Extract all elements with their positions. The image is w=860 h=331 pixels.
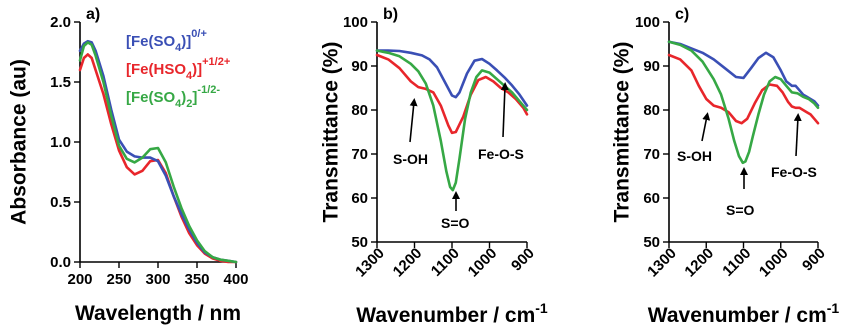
legend-mid: )] <box>192 61 202 78</box>
y-tick-label: 2.0 <box>50 14 71 31</box>
legend-sup: -1/2- <box>197 84 220 96</box>
legend-sup: 0/+ <box>191 28 207 40</box>
x-axis-title-text: Wavenumber / cm <box>648 304 827 327</box>
x-axis-title: Wavenumber / cm-1 <box>648 300 840 327</box>
y-axis-title: Absorbance (au) <box>8 59 31 225</box>
legend-mid: ) <box>181 89 186 106</box>
x-tick-label: 350 <box>184 271 209 288</box>
y-tick-label: 50 <box>643 234 660 251</box>
y-tick-label: 80 <box>643 102 660 119</box>
y-tick-label: 100 <box>635 14 660 31</box>
annotation-label: S=O <box>726 202 755 218</box>
y-tick-label: 70 <box>643 146 660 163</box>
legend-tail: ] <box>192 89 197 106</box>
y-tick-label: 0.0 <box>50 254 71 271</box>
x-tick-label: 400 <box>223 271 248 288</box>
annotation-label: S-OH <box>677 148 712 164</box>
annotation-label: Fe-O-S <box>478 146 524 162</box>
legend-entry: [Fe(SO4)]0/+ <box>126 28 207 54</box>
series-line-0 <box>667 40 820 107</box>
series-line-1 <box>375 53 529 135</box>
y-tick-label: 0.5 <box>50 194 71 211</box>
x-tick-label: 1000 <box>756 245 792 281</box>
legend-entry: [Fe(HSO4)]+1/2+ <box>126 56 230 82</box>
y-tick-label: 60 <box>643 190 660 207</box>
x-tick-label: 1000 <box>465 245 501 281</box>
y-tick-label: 100 <box>343 14 368 31</box>
legend-sub: 4 <box>186 70 193 82</box>
legend-sup: +1/2+ <box>202 56 230 68</box>
annotation-label: Fe-O-S <box>771 164 817 180</box>
y-tick-label: 80 <box>351 102 368 119</box>
legend-base: [Fe(HSO <box>126 61 186 78</box>
legend-sub: 4 <box>175 98 182 110</box>
annotation-arrow <box>701 112 711 142</box>
panel-label: c) <box>675 6 689 23</box>
series-line-1 <box>667 53 820 125</box>
y-tick-label: 90 <box>351 58 368 75</box>
annotation-arrow <box>500 82 509 138</box>
legend-base: [Fe(SO <box>126 33 176 50</box>
legend-base: [Fe(SO <box>126 89 176 106</box>
legend-mid: )] <box>181 33 191 50</box>
x-tick-label: 1200 <box>390 245 426 281</box>
legend-sub2: 2 <box>186 98 192 110</box>
x-axis-title-text: Wavelength / nm <box>75 302 241 325</box>
x-axis-title-superscript: -1 <box>827 300 840 316</box>
x-tick-label: 1100 <box>719 245 754 280</box>
y-tick-label: 1.0 <box>50 134 71 151</box>
x-axis-title-superscript: -1 <box>535 300 548 316</box>
panel-label: a) <box>86 6 100 23</box>
series-line-2 <box>78 41 238 264</box>
y-tick-label: 50 <box>351 234 368 251</box>
x-tick-label: 1100 <box>428 245 463 280</box>
series-line-2 <box>667 40 820 165</box>
x-tick-label: 1200 <box>681 245 717 281</box>
x-tick-label: 250 <box>106 271 131 288</box>
x-tick-label: 900 <box>508 245 538 275</box>
y-tick-label: 60 <box>351 190 368 207</box>
y-axis-title: Transmittance (%) <box>320 42 343 223</box>
series-line-0 <box>375 49 529 107</box>
y-axis-title: Transmittance (%) <box>611 42 634 223</box>
y-tick-label: 90 <box>643 58 660 75</box>
legend-sub: 4 <box>175 42 182 54</box>
series-line-2 <box>375 49 529 192</box>
x-axis-title-text: Wavenumber / cm <box>356 304 535 327</box>
panel-a: 0.0 0.5 1.0 1.5 2.0 200 250 300 350 400 Absorbance… <box>8 6 249 325</box>
panel-label: b) <box>383 6 398 23</box>
y-tick-label: 1.5 <box>50 74 71 91</box>
x-axis-title: Wavelength / nm <box>75 302 241 325</box>
legend-entry: [Fe(SO4)2]-1/2- <box>126 84 220 110</box>
annotation-arrow <box>409 98 418 143</box>
x-tick-label: 200 <box>67 271 92 288</box>
x-axis-title: Wavenumber / cm-1 <box>356 300 548 327</box>
x-tick-label: 900 <box>799 245 829 275</box>
x-tick-label: 300 <box>145 271 170 288</box>
annotation-label: S-OH <box>393 151 428 167</box>
y-tick-label: 70 <box>351 146 368 163</box>
annotation-label: S=O <box>441 215 470 231</box>
annotation-arrow <box>793 113 802 157</box>
